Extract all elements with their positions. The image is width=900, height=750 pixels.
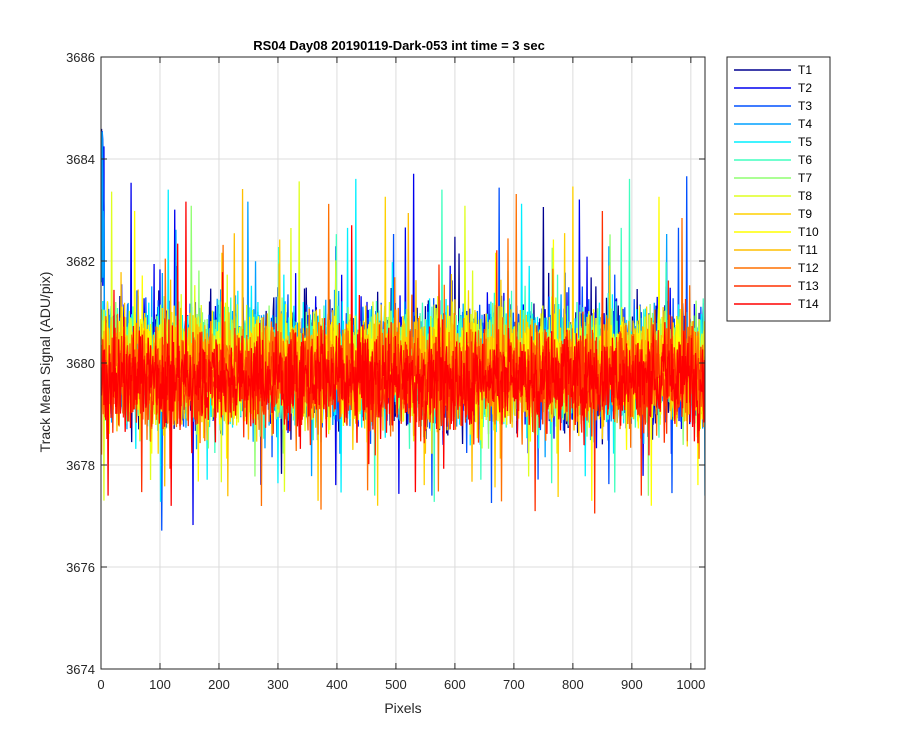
series-group — [101, 128, 705, 531]
x-tick-label: 700 — [503, 677, 525, 692]
legend: T1 T2 T3 T4 T5 T6 T7 T8 T9 T10 T11 T12 T13 T14 — [726, 56, 831, 322]
legend-label-t4: T4 — [798, 117, 812, 131]
legend-label-t2: T2 — [798, 81, 812, 95]
legend-label-t14: T14 — [798, 297, 819, 311]
legend-label-t1: T1 — [798, 63, 812, 77]
y-tick-label: 3682 — [66, 254, 95, 269]
legend-label-t7: T7 — [798, 171, 812, 185]
plot-area: 0 100 200 300 400 500 600 700 800 900 1000 3674 3676… — [66, 50, 706, 692]
y-tick-label: 3678 — [66, 458, 95, 473]
chart-title: RS04 Day08 20190119-Dark-053 int time = … — [253, 38, 545, 53]
legend-box — [726, 56, 831, 322]
y-tick-label: 3684 — [66, 152, 95, 167]
x-axis-label: Pixels — [384, 700, 421, 716]
legend-label-t12: T12 — [798, 261, 819, 275]
legend-label-t10: T10 — [798, 225, 819, 239]
x-tick-label: 1000 — [676, 677, 705, 692]
y-tick-label: 3686 — [66, 50, 95, 65]
series-line-t14 — [101, 201, 705, 506]
x-tick-label: 200 — [208, 677, 230, 692]
x-tick-label: 300 — [267, 677, 289, 692]
legend-label-t9: T9 — [798, 207, 812, 221]
x-tick-label: 900 — [621, 677, 643, 692]
legend-label-t5: T5 — [798, 135, 812, 149]
x-tick-label: 400 — [326, 677, 348, 692]
x-tick-label: 100 — [149, 677, 171, 692]
x-tick-label: 0 — [97, 677, 104, 692]
legend-label-t8: T8 — [798, 189, 812, 203]
legend-label-t6: T6 — [798, 153, 812, 167]
x-tick-label: 500 — [385, 677, 407, 692]
legend-label-t3: T3 — [798, 99, 812, 113]
legend-label-t13: T13 — [798, 279, 819, 293]
y-tick-label: 3676 — [66, 560, 95, 575]
y-tick-label: 3674 — [66, 662, 95, 677]
legend-label-t11: T11 — [798, 243, 818, 257]
y-tick-label: 3680 — [66, 356, 95, 371]
x-tick-label: 600 — [444, 677, 466, 692]
x-tick-label: 800 — [562, 677, 584, 692]
y-axis-label: Track Mean Signal (ADU/pix) — [37, 272, 53, 453]
